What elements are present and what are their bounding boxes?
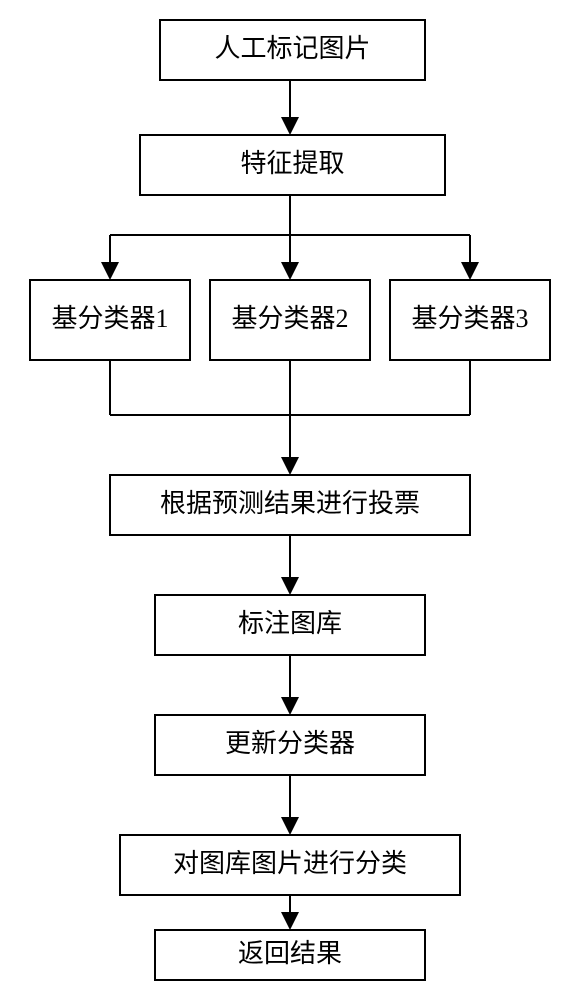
svg-text:基分类器2: 基分类器2	[231, 304, 348, 333]
svg-text:基分类器3: 基分类器3	[411, 304, 528, 333]
svg-text:根据预测结果进行投票: 根据预测结果进行投票	[160, 489, 420, 518]
svg-text:标注图库: 标注图库	[238, 609, 342, 638]
svg-text:返回结果: 返回结果	[238, 939, 342, 968]
svg-text:人工标记图片: 人工标记图片	[214, 34, 370, 63]
svg-text:对图库图片进行分类: 对图库图片进行分类	[173, 849, 407, 878]
svg-text:特征提取: 特征提取	[240, 149, 344, 178]
svg-text:更新分类器: 更新分类器	[225, 729, 355, 758]
svg-text:基分类器1: 基分类器1	[51, 304, 168, 333]
